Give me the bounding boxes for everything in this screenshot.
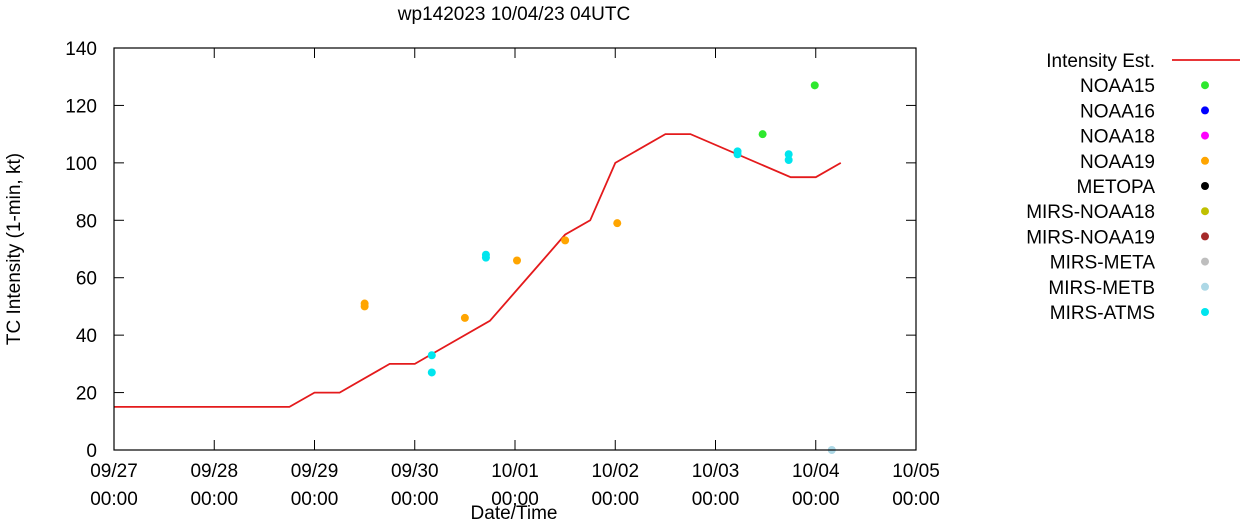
data-points-layer xyxy=(360,81,836,454)
point-mirs-atms xyxy=(427,351,436,360)
y-axis-label: TC Intensity (1-min, kt) xyxy=(4,153,25,345)
legend-point-swatch xyxy=(1201,308,1209,316)
legend: Intensity Est. NOAA15 NOAA16 NOAA18 NOAA19 ME… xyxy=(1026,51,1240,324)
legend-label: NOAA16 xyxy=(1080,101,1155,122)
point-noaa15 xyxy=(810,81,819,90)
intensity-est-line xyxy=(114,133,842,408)
legend-point-swatch xyxy=(1201,81,1209,90)
x-tick-label-time: 00:00 xyxy=(291,489,339,510)
legend-label: NOAA18 xyxy=(1080,127,1155,148)
y-tick-labels: 0 20 40 60 80 100 120 140 xyxy=(65,39,97,462)
x-tick-label-date: 09/30 xyxy=(391,461,439,482)
legend-point-swatch xyxy=(1201,156,1209,165)
point-mirs-atms xyxy=(733,150,742,159)
x-tick-label-date: 09/27 xyxy=(90,461,138,482)
x-tick-label-date: 10/04 xyxy=(792,461,840,482)
x-axis-label: Date/Time xyxy=(471,503,558,521)
legend-label: MIRS-METB xyxy=(1048,278,1155,299)
x-tick-label-date: 10/03 xyxy=(692,461,740,482)
x-tick-label-time: 00:00 xyxy=(190,489,238,510)
point-noaa15 xyxy=(758,130,767,139)
x-tick-label-date: 10/05 xyxy=(892,461,940,482)
plot-area-border xyxy=(113,47,917,451)
x-tick-label-time: 00:00 xyxy=(692,489,740,510)
legend-point-swatch xyxy=(1201,182,1209,190)
x-tick-label-time: 00:00 xyxy=(391,489,439,510)
chart-title: wp142023 10/04/23 04UTC xyxy=(397,4,630,25)
legend-label: NOAA19 xyxy=(1080,152,1155,173)
x-tick-label-date: 10/01 xyxy=(491,461,539,482)
y-tick-label: 80 xyxy=(76,211,97,232)
legend-point-swatch xyxy=(1201,131,1209,140)
point-mirs-atms xyxy=(481,253,490,262)
x-tick-label-time: 00:00 xyxy=(591,489,639,510)
x-tick-label-time: 00:00 xyxy=(892,489,940,510)
legend-point-swatch xyxy=(1201,106,1209,115)
point-noaa19 xyxy=(613,219,622,228)
point-noaa19 xyxy=(460,313,469,322)
legend-label: MIRS-META xyxy=(1050,253,1156,274)
legend-point-swatch xyxy=(1201,282,1209,291)
x-tick-label-date: 09/29 xyxy=(291,461,339,482)
y-tick-label: 140 xyxy=(65,39,97,60)
y-tick-label: 120 xyxy=(65,96,97,117)
legend-label: NOAA15 xyxy=(1080,76,1155,97)
point-mirs-atms xyxy=(784,150,793,159)
x-tick-label-date: 10/02 xyxy=(591,461,639,482)
x-tick-label-time: 00:00 xyxy=(491,489,539,510)
point-noaa19 xyxy=(561,236,570,245)
point-noaa19 xyxy=(513,256,522,265)
point-noaa19 xyxy=(360,302,369,311)
x-tick-label-time: 00:00 xyxy=(792,489,840,510)
point-mirs-atms xyxy=(427,368,436,377)
legend-label: Intensity Est. xyxy=(1046,51,1155,72)
x-tick-label-date: 09/28 xyxy=(190,461,238,482)
y-tick-label: 20 xyxy=(76,384,97,405)
y-tick-label: 0 xyxy=(86,441,97,462)
intensity-line-layer xyxy=(114,133,842,408)
legend-label: METOPA xyxy=(1077,177,1156,198)
legend-label: MIRS-NOAA18 xyxy=(1026,202,1155,223)
y-tick-label: 100 xyxy=(65,154,97,175)
legend-label: MIRS-ATMS xyxy=(1050,303,1155,324)
axis-ticks xyxy=(113,47,917,451)
x-tick-label-time: 00:00 xyxy=(90,489,138,510)
x-tick-labels: 09/27 00:00 09/28 00:00 09/29 00:00 09/30 00:00… xyxy=(90,461,940,510)
legend-point-swatch xyxy=(1201,257,1209,266)
point-mirs-atms xyxy=(784,155,793,164)
legend-point-swatch xyxy=(1201,232,1209,241)
legend-point-swatch xyxy=(1201,207,1209,216)
y-tick-label: 60 xyxy=(76,269,97,290)
legend-label: MIRS-NOAA19 xyxy=(1026,227,1155,248)
y-tick-label: 40 xyxy=(76,326,97,347)
